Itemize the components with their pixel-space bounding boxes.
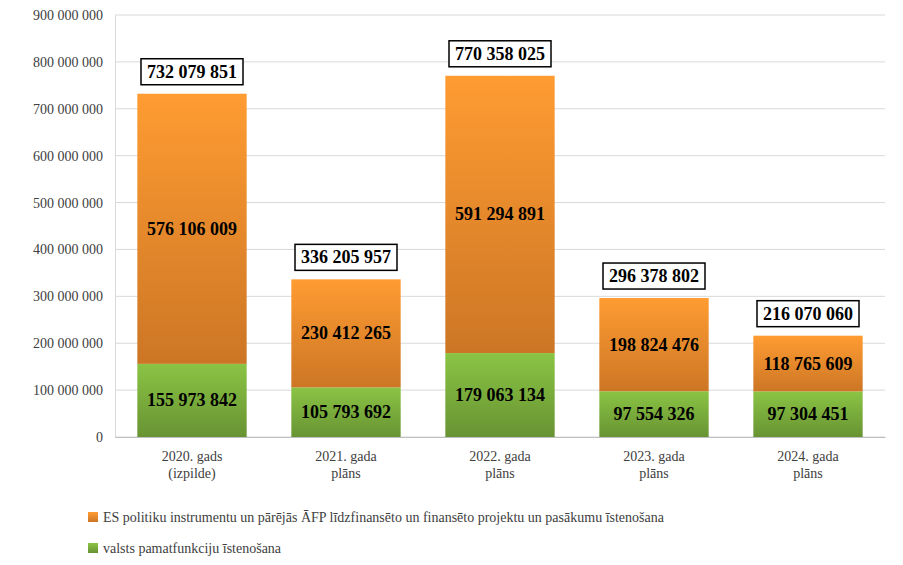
bars: [137, 76, 862, 437]
data-label: 230 412 265: [301, 323, 391, 343]
x-axis: 2020. gads(izpilde) 2021. gadaplāns 2022. …: [116, 437, 886, 482]
total-box: [449, 41, 551, 67]
y-tick-label: 800 000 000: [33, 55, 103, 70]
total-label: 296 378 802: [603, 263, 705, 289]
bar: [445, 353, 554, 437]
legend-label: ES politiku instrumentu un pārējās ĀFP l…: [103, 510, 665, 525]
totals: 732 079 851 336 205 957 770 358 025 296 378…: [141, 41, 859, 327]
total-box: [757, 301, 859, 327]
y-tick-label: 200 000 000: [33, 336, 103, 351]
total-box: [295, 244, 397, 270]
y-axis-line: [115, 16, 116, 438]
legend-label: valsts pamatfunkciju īstenošana: [103, 541, 282, 556]
bar: [599, 391, 708, 437]
total-label: 336 205 957: [295, 244, 397, 270]
x-tick-label: 2022. gadaplāns: [469, 449, 531, 482]
data-labels: 155 973 842 105 793 692 179 063 134 97 554 …: [147, 204, 853, 424]
legend-swatch: [88, 543, 98, 553]
data-label: 198 824 476: [609, 335, 699, 355]
total-text: 336 205 957: [301, 247, 391, 267]
data-label: 155 973 842: [147, 390, 237, 410]
data-label: 591 294 891: [455, 204, 545, 224]
total-label: 770 358 025: [449, 41, 551, 67]
series-bars: [137, 76, 862, 392]
total-text: 770 358 025: [455, 44, 545, 64]
x-tick: 2023. gadaplāns: [623, 437, 685, 481]
total-label: 732 079 851: [141, 59, 243, 85]
y-tick-label: 500 000 000: [33, 196, 103, 211]
x-tick-label: 2024. gadaplāns: [777, 449, 839, 482]
legend: ES politiku instrumentu un pārējās ĀFP l…: [88, 510, 665, 556]
y-tick: 700 000 000: [33, 102, 115, 117]
y-tick: 400 000 000: [33, 242, 115, 257]
data-label: 97 554 326: [614, 404, 695, 424]
grid-line: [115, 15, 885, 16]
bar: [137, 364, 246, 437]
y-tick-label: 100 000 000: [33, 383, 103, 398]
bar: [753, 391, 862, 437]
data-label: 576 106 009: [147, 219, 237, 239]
y-tick: 100 000 000: [33, 383, 115, 398]
data-label: 97 304 451: [768, 404, 849, 424]
y-tick: 800 000 000: [33, 55, 115, 70]
x-tick-label: 2023. gadaplāns: [623, 449, 685, 482]
x-axis-line: [116, 437, 886, 438]
legend-item: valsts pamatfunkciju īstenošana: [88, 541, 282, 556]
x-tick-label: 2020. gads(izpilde): [162, 449, 223, 483]
x-tick: 2020. gads(izpilde): [162, 437, 223, 482]
y-tick-label: 0: [96, 430, 103, 445]
y-tick-label: 700 000 000: [33, 102, 103, 117]
y-axis: 0 100 000 000 200 000 000 300 000 000 400 00…: [33, 8, 116, 445]
total-box: [141, 59, 243, 85]
x-tick: 2022. gadaplāns: [469, 437, 531, 481]
y-tick: 600 000 000: [33, 149, 115, 164]
chart: 0 100 000 000 200 000 000 300 000 000 400 00…: [0, 0, 903, 565]
y-tick: 0: [96, 430, 115, 445]
y-tick-label: 300 000 000: [33, 289, 103, 304]
y-tick: 900 000 000: [33, 8, 115, 23]
total-label: 216 070 060: [757, 301, 859, 327]
bar: [291, 279, 400, 387]
y-tick-label: 900 000 000: [33, 8, 103, 23]
total-text: 296 378 802: [609, 266, 699, 286]
x-tick-label: 2021. gadaplāns: [315, 449, 377, 482]
bar: [753, 336, 862, 392]
x-tick: 2024. gadaplāns: [777, 437, 839, 481]
data-label: 118 765 609: [763, 354, 852, 374]
bar: [291, 387, 400, 437]
total-text: 732 079 851: [147, 62, 237, 82]
bar: [137, 94, 246, 364]
plot: 0 100 000 000 200 000 000 300 000 000 400 00…: [33, 8, 886, 482]
y-tick: 500 000 000: [33, 196, 115, 211]
bar: [599, 298, 708, 391]
data-label: 105 793 692: [301, 402, 391, 422]
y-tick-label: 600 000 000: [33, 149, 103, 164]
y-tick: 200 000 000: [33, 336, 115, 351]
total-box: [603, 263, 705, 289]
grid: [115, 15, 885, 437]
legend-item: ES politiku instrumentu un pārējās ĀFP l…: [88, 510, 665, 525]
x-tick: 2021. gadaplāns: [315, 437, 377, 481]
data-label: 179 063 134: [455, 385, 545, 405]
bar: [445, 76, 554, 353]
legend-swatch: [88, 512, 98, 522]
y-tick-label: 400 000 000: [33, 242, 103, 257]
total-text: 216 070 060: [763, 304, 853, 324]
y-tick: 300 000 000: [33, 289, 115, 304]
